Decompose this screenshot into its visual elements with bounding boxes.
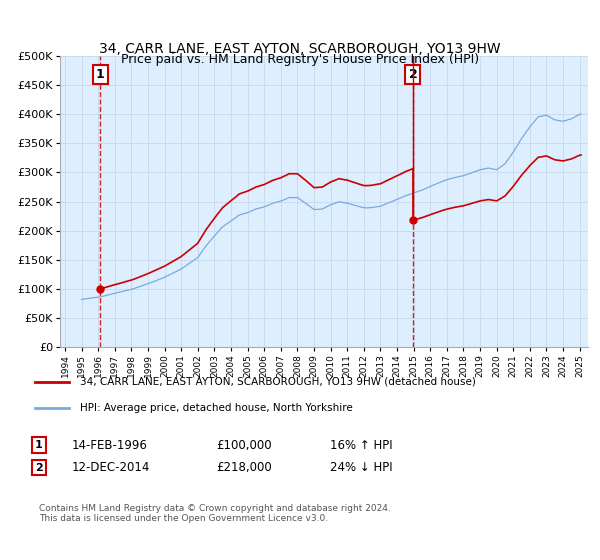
Text: Contains HM Land Registry data © Crown copyright and database right 2024.
This d: Contains HM Land Registry data © Crown c… bbox=[39, 504, 391, 524]
Text: HPI: Average price, detached house, North Yorkshire: HPI: Average price, detached house, Nort… bbox=[80, 403, 353, 413]
Text: 34, CARR LANE, EAST AYTON, SCARBOROUGH, YO13 9HW (detached house): 34, CARR LANE, EAST AYTON, SCARBOROUGH, … bbox=[80, 377, 476, 387]
Text: 2: 2 bbox=[35, 463, 43, 473]
HPI: Average price, detached house, North Yorkshire: (2.02e+03, 2.91e+05): Average price, detached house, North Yor… bbox=[450, 175, 457, 181]
HPI: Average price, detached house, North Yorkshire: (2.02e+03, 2.9e+05): Average price, detached house, North Yor… bbox=[448, 175, 455, 182]
Line: 34, CARR LANE, EAST AYTON, SCARBOROUGH, YO13 9HW (detached house): 34, CARR LANE, EAST AYTON, SCARBOROUGH, … bbox=[100, 155, 581, 289]
HPI: Average price, detached house, North Yorkshire: (2.03e+03, 4e+05): Average price, detached house, North Yor… bbox=[577, 111, 584, 118]
Text: £100,000: £100,000 bbox=[216, 438, 272, 452]
Text: 1: 1 bbox=[35, 440, 43, 450]
HPI: Average price, detached house, North Yorkshire: (2e+03, 8.2e+04): Average price, detached house, North Yor… bbox=[78, 296, 85, 303]
34, CARR LANE, EAST AYTON, SCARBOROUGH, YO13 9HW (detached house) bbox=[290, 170, 297, 177]
Text: 24% ↓ HPI: 24% ↓ HPI bbox=[330, 461, 392, 474]
34, CARR LANE, EAST AYTON, SCARBOROUGH, YO13 9HW (detached house) bbox=[323, 181, 330, 188]
34, CARR LANE, EAST AYTON, SCARBOROUGH, YO13 9HW (detached house) bbox=[526, 162, 533, 169]
HPI: Average price, detached house, North Yorkshire: (2.02e+03, 3.39e+05): Average price, detached house, North Yor… bbox=[511, 146, 518, 153]
Line: HPI: Average price, detached house, North Yorkshire: HPI: Average price, detached house, Nort… bbox=[82, 114, 581, 300]
34, CARR LANE, EAST AYTON, SCARBOROUGH, YO13 9HW (detached house) bbox=[324, 180, 331, 187]
Text: 2: 2 bbox=[409, 68, 418, 81]
Text: 14-FEB-1996: 14-FEB-1996 bbox=[72, 438, 148, 452]
HPI: Average price, detached house, North Yorkshire: (2.02e+03, 2.84e+05): Average price, detached house, North Yor… bbox=[438, 179, 445, 185]
Text: £218,000: £218,000 bbox=[216, 461, 272, 474]
Text: 16% ↑ HPI: 16% ↑ HPI bbox=[330, 438, 392, 452]
Text: Price paid vs. HM Land Registry's House Price Index (HPI): Price paid vs. HM Land Registry's House … bbox=[121, 53, 479, 66]
HPI: Average price, detached house, North Yorkshire: (2.01e+03, 2.36e+05): Average price, detached house, North Yor… bbox=[251, 206, 258, 213]
Text: 1: 1 bbox=[96, 68, 104, 81]
HPI: Average price, detached house, North Yorkshire: (2.01e+03, 2.49e+05): Average price, detached house, North Yor… bbox=[337, 199, 344, 206]
34, CARR LANE, EAST AYTON, SCARBOROUGH, YO13 9HW (detached house) bbox=[97, 286, 104, 292]
34, CARR LANE, EAST AYTON, SCARBOROUGH, YO13 9HW (detached house) bbox=[342, 176, 349, 183]
34, CARR LANE, EAST AYTON, SCARBOROUGH, YO13 9HW (detached house) bbox=[577, 152, 584, 158]
Text: 34, CARR LANE, EAST AYTON, SCARBOROUGH, YO13 9HW: 34, CARR LANE, EAST AYTON, SCARBOROUGH, … bbox=[99, 42, 501, 56]
34, CARR LANE, EAST AYTON, SCARBOROUGH, YO13 9HW (detached house) bbox=[502, 193, 509, 199]
Text: 12-DEC-2014: 12-DEC-2014 bbox=[72, 461, 151, 474]
